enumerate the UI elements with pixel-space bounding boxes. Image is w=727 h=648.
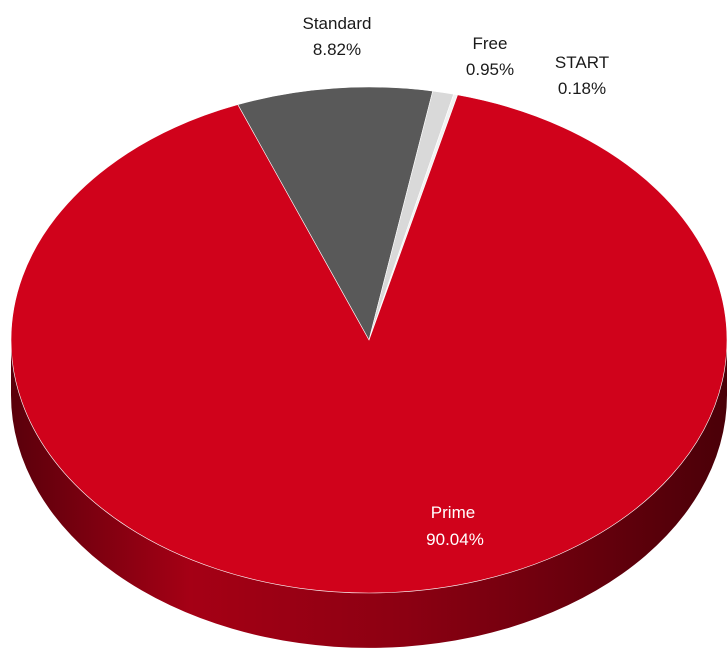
label-prime-name: Prime [431, 503, 475, 522]
label-prime-value: 90.04% [426, 530, 484, 549]
label-standard-value: 8.82% [313, 40, 361, 59]
label-free-value: 0.95% [466, 60, 514, 79]
label-free-name: Free [473, 34, 508, 53]
pie-side-prime [11, 340, 727, 648]
label-start-name: START [555, 53, 609, 72]
pie-top-layer [10, 86, 727, 594]
label-standard-name: Standard [303, 14, 372, 33]
pie-slice-standard [237, 86, 434, 341]
pie-slice-prime [10, 94, 727, 594]
pie-side-layer [11, 340, 727, 648]
label-start-value: 0.18% [558, 79, 606, 98]
